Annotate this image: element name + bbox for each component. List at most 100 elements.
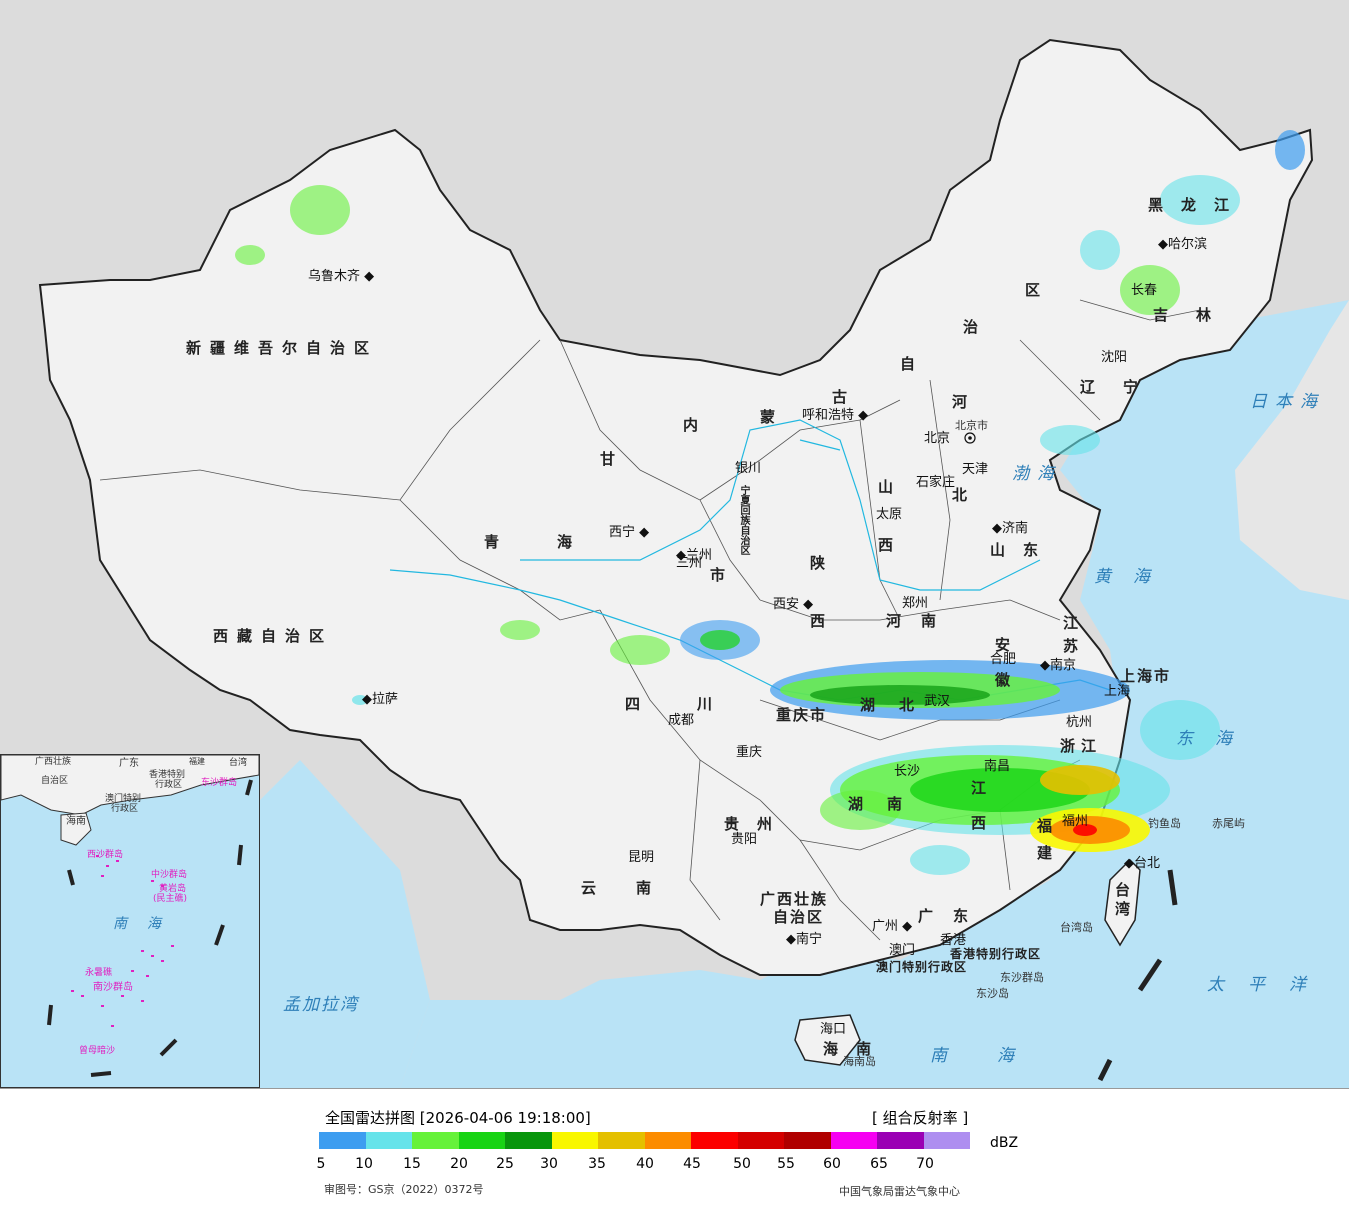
color-swatch (877, 1132, 924, 1149)
city-harbin: ◆哈尔滨 (1158, 237, 1208, 252)
inset-hk2: 行政区 (155, 780, 183, 790)
prov-heilongjiang: 黑龙江 (1148, 196, 1248, 214)
city-chengdu: 成都 (668, 713, 695, 728)
city-shanghai: 上海 (1104, 684, 1131, 699)
prov-liaoning: 辽宁 (1080, 378, 1167, 396)
city-tianjin: 天津 (962, 462, 989, 477)
prov-shandong: 山东 (990, 541, 1057, 559)
inset-mo: 澳门特别 (105, 794, 142, 804)
prov-taiwan: 台湾 (1113, 882, 1131, 920)
city-urumqi: 乌鲁木齐 ◆ (308, 269, 375, 284)
inset-hk: 香港特别 (149, 770, 186, 780)
city-lanzhou: ◆兰州 (676, 548, 713, 563)
prov-guangxi-a: 广西壮族 (760, 890, 829, 908)
inset-guangxi: 广西壮族 (35, 757, 72, 767)
inset-canvas (1, 755, 259, 1077)
prov-ningxia: 宁夏回族自治区 (738, 485, 749, 555)
prov-fujian: 福建 (1035, 818, 1053, 872)
prov-beijing-shi: 北京市 (955, 419, 988, 432)
color-swatch (412, 1132, 459, 1149)
taiwan-island (1104, 858, 1141, 947)
tick-label: 10 (355, 1156, 373, 1172)
sea-bohai: 渤海 (1012, 464, 1062, 484)
prov-jilin: 吉林 (1153, 306, 1240, 324)
inset-hainan (60, 812, 92, 846)
city-shijiazhuang: 石家庄 (916, 475, 956, 490)
tick-label: 15 (403, 1156, 421, 1172)
island-dongsha-islands: 东沙群岛 (1000, 971, 1044, 984)
city-zhengzhou: 郑州 (902, 596, 929, 611)
tick-label: 60 (823, 1156, 841, 1172)
city-xian: 西安 ◆ (773, 597, 814, 612)
prov-nmg-b: 蒙 (760, 408, 785, 426)
prov-gansu: 甘 (600, 450, 625, 468)
island-diaoyu: 钓鱼岛 (1148, 817, 1181, 830)
city-guangzhou: 广州 ◆ (872, 919, 913, 934)
prov-gansu-shi: 市 (710, 566, 735, 584)
color-bar (319, 1132, 970, 1149)
inset-nansha: 南沙群岛 (93, 982, 133, 993)
prov-guangdong: 广东 (918, 907, 989, 925)
legend-title: 全国雷达拼图 [2026-04-06 19:18:00] (325, 1109, 591, 1127)
china-landmass (38, 38, 1314, 976)
city-fuzhou: 福州 (1062, 814, 1089, 829)
sea-pacific: 太平洋 (1207, 975, 1330, 995)
island-chiwei: 赤尾屿 (1212, 817, 1245, 830)
inset-dongsha: 东沙群岛 (201, 778, 238, 788)
city-hefei: 合肥 (990, 652, 1017, 667)
audit-number: 审图号：GS京（2022）0372号 (324, 1183, 484, 1196)
color-swatch (737, 1132, 784, 1149)
prov-gansu-b: 三州 (676, 556, 703, 571)
city-guiyang: 贵阳 (731, 832, 758, 847)
sea-bengal: 孟加拉湾 (283, 995, 359, 1015)
prov-anhui: 安徽 (993, 637, 1011, 707)
prov-henan: 河南 (886, 612, 957, 630)
prov-qinghai: 青海 (484, 533, 631, 551)
inset-zhongsha: 中沙群岛 (151, 870, 188, 880)
city-nanjing: ◆南京 (1040, 658, 1077, 673)
city-hongkong: 香港 (940, 933, 967, 948)
prov-mo-sar: 澳门特别行政区 (876, 960, 968, 974)
prov-jiangxi: 江西 (969, 780, 987, 850)
city-hangzhou: 杭州 (1066, 715, 1093, 730)
tick-label: 45 (683, 1156, 701, 1172)
prov-xizang: 西藏自治区 (213, 627, 334, 645)
prov-sichuan-b: 川 (697, 695, 722, 713)
tick-label: 30 (540, 1156, 558, 1172)
prov-jiangsu: 江苏 (1061, 615, 1079, 661)
inset-zengmu: 曾母暗沙 (79, 1046, 116, 1056)
inset-taiwan: 台湾 (229, 758, 248, 768)
japan-landmass (1235, 300, 1349, 600)
inset-yongshu: 永暑礁 (85, 968, 113, 978)
sea-south: 南海 (930, 1046, 1064, 1066)
inset-land (1, 755, 259, 816)
inset-guangxi2: 自治区 (41, 776, 69, 786)
prov-shaanxi-b: 西 (810, 612, 835, 630)
sea-yellow: 黄海 (1094, 567, 1172, 587)
legend-panel: 全国雷达拼图 [2026-04-06 19:18:00] [ 组合反射率 ] d… (0, 1088, 1349, 1209)
city-wuhan: 武汉 (924, 694, 951, 709)
color-swatch (923, 1132, 970, 1149)
color-swatch (365, 1132, 412, 1149)
color-swatch (505, 1132, 552, 1149)
dash-line (1097, 869, 1178, 1082)
color-swatch (598, 1132, 645, 1149)
island-dongsha: 东沙岛 (976, 987, 1009, 1000)
city-nanchang: 南昌 (984, 759, 1011, 774)
tick-label: 55 (777, 1156, 795, 1172)
tick-label: 35 (588, 1156, 606, 1172)
prov-shanxi-a: 山 (878, 478, 903, 496)
inset-huangyan: 黄岩岛 (159, 884, 187, 894)
tick-label: 5 (316, 1156, 326, 1172)
inset-fujian: 福建 (189, 757, 205, 766)
prov-zhejiang: 浙江 (1060, 737, 1103, 755)
prov-sichuan-a: 四 (625, 695, 650, 713)
city-lhasa: ◆拉萨 (362, 692, 399, 707)
radar-map: 乌鲁木齐 ◆ ◆拉萨 西宁 ◆ ◆兰州 银川 呼和浩特 ◆ 北京 天津 石家庄 … (0, 0, 1349, 1088)
hainan-island (794, 1014, 861, 1066)
tick-label: 40 (636, 1156, 654, 1172)
city-taibei: ◆台北 (1124, 856, 1161, 871)
island-taiwan: 台湾岛 (1060, 921, 1093, 934)
color-swatch (551, 1132, 598, 1149)
prov-nmg-e: 治 (963, 318, 988, 336)
